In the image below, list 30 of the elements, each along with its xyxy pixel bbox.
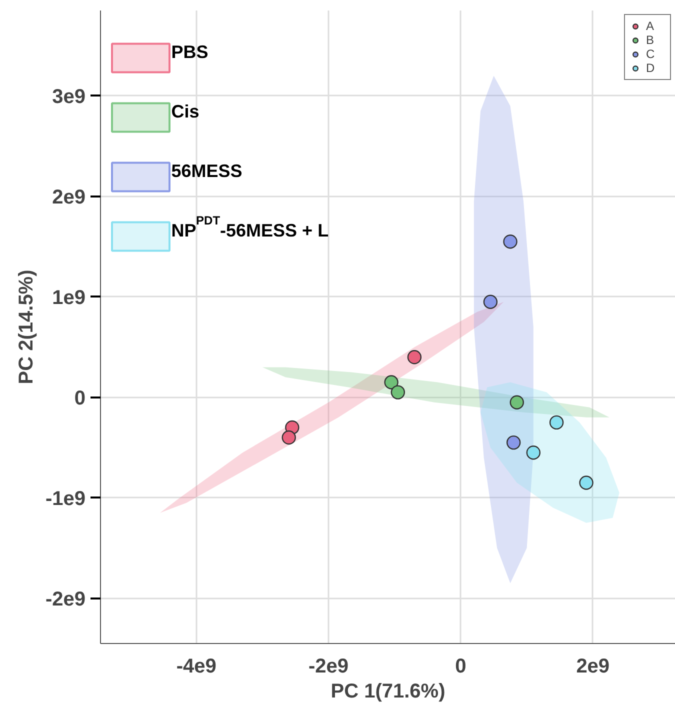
legend-label: A <box>646 19 656 33</box>
y-tick-label: -2e9 <box>45 588 86 610</box>
x-tick-label: -4e9 <box>176 656 216 678</box>
legend-label: PBS <box>171 42 208 62</box>
y-tick-label: 3e9 <box>52 86 86 108</box>
point <box>407 350 422 364</box>
point <box>510 395 524 410</box>
point <box>503 234 518 249</box>
x-axis-title: PC 1(71.6%) <box>330 680 446 702</box>
x-tick-label: -2e9 <box>308 656 349 678</box>
y-axis-title: PC 2(14.5%) <box>15 270 38 384</box>
point <box>483 294 498 309</box>
legend-label: 56MESS <box>171 160 242 181</box>
y-tick-label: -1e9 <box>45 488 86 510</box>
point <box>384 375 398 390</box>
point <box>506 435 521 450</box>
legend-label: C <box>646 47 656 61</box>
y-tick-label: 2e9 <box>52 186 86 208</box>
x-tick-label: 2e9 <box>576 656 610 678</box>
point <box>526 446 540 460</box>
legend-label: D <box>646 61 656 75</box>
point <box>579 476 594 490</box>
legend-label: Cis <box>171 101 200 122</box>
legend-label: B <box>646 33 656 47</box>
x-tick-label: 0 <box>455 656 466 678</box>
point <box>549 415 564 430</box>
y-tick-label: 0 <box>74 387 86 410</box>
point <box>282 430 296 445</box>
y-tick-label: 1e9 <box>52 286 86 309</box>
point <box>390 385 406 400</box>
